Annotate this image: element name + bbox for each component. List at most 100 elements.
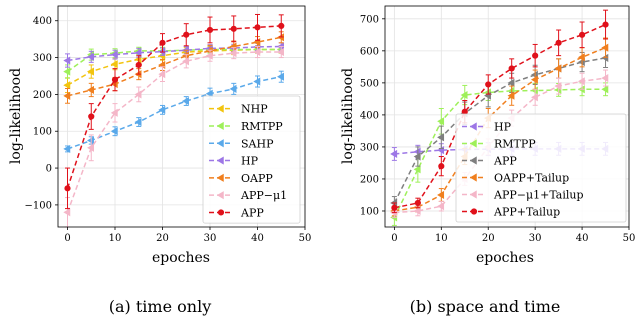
data-point	[253, 77, 261, 86]
data-point	[63, 67, 71, 76]
data-point	[485, 81, 492, 88]
legend-marker	[216, 156, 224, 165]
data-point	[437, 117, 445, 126]
y-tick-label: 200	[360, 174, 379, 185]
chart-caption: (a) time only	[109, 297, 211, 316]
chart-panel-2: 0 10 20 30 40 50 100 200 300 400 500 600 700 log-like…	[340, 5, 635, 316]
data-point	[183, 31, 190, 38]
series-line	[66, 25, 282, 189]
data-point	[135, 61, 142, 69]
legend-marker	[469, 156, 477, 165]
legend-item-sahp: SAHP	[209, 137, 274, 150]
legend-item-rmtpp: RMTPP	[209, 120, 283, 133]
data-point	[507, 91, 515, 100]
data-point	[63, 144, 71, 153]
series-app	[64, 13, 285, 210]
legend-label: APP	[493, 155, 517, 168]
data-point	[555, 39, 562, 46]
data-point	[87, 67, 94, 76]
series-app-1	[63, 46, 284, 228]
data-point	[134, 117, 142, 127]
data-point	[64, 185, 71, 192]
y-tick-label: −100	[25, 200, 52, 211]
legend-label: APP−μ1	[240, 189, 287, 202]
data-point	[63, 81, 71, 90]
x-tick-label: 40	[251, 233, 264, 244]
y-tick-label: 400	[33, 16, 52, 27]
data-point	[413, 206, 421, 216]
data-point	[206, 26, 214, 34]
data-point	[110, 50, 118, 59]
legend-marker	[216, 173, 224, 182]
series-line	[67, 48, 282, 86]
data-point	[414, 199, 421, 207]
data-point	[110, 108, 118, 117]
data-point	[413, 165, 421, 174]
data-point	[437, 190, 445, 200]
data-point	[134, 90, 142, 99]
data-point	[111, 76, 119, 83]
data-point	[277, 47, 284, 57]
legend-item-app-tailup: APP+Tailup	[462, 206, 560, 219]
data-point	[205, 51, 213, 60]
data-point	[601, 73, 609, 83]
data-point	[159, 39, 166, 46]
data-point	[602, 21, 609, 28]
y-axis-label: log-likelihood	[340, 68, 356, 164]
data-point	[158, 105, 166, 114]
legend-item-app: APP	[209, 206, 264, 219]
series-app-tailup	[391, 9, 609, 214]
series-line	[66, 51, 282, 213]
legend-marker	[216, 191, 224, 200]
data-point	[229, 49, 237, 58]
data-point	[230, 25, 237, 32]
y-tick-label: 300	[360, 142, 379, 153]
x-tick-label: 0	[391, 233, 397, 244]
data-point	[253, 47, 261, 57]
legend-box	[202, 95, 301, 224]
plot-frame	[384, 5, 630, 228]
data-point	[578, 31, 586, 38]
series-line	[394, 77, 606, 214]
y-axis-label: log-likelihood	[8, 68, 24, 164]
x-tick-label: 10	[435, 233, 448, 244]
y-tick-label: 600	[360, 46, 379, 57]
legend-item-nhp: NHP	[209, 103, 268, 116]
data-point	[182, 57, 189, 66]
legend-marker	[470, 208, 478, 215]
series-line	[393, 88, 606, 218]
data-point	[437, 133, 445, 142]
legend-item-hp: HP	[209, 155, 259, 168]
legend-label: OAPP	[241, 172, 273, 185]
y-tick-label: 300	[33, 53, 52, 64]
data-point	[508, 65, 515, 72]
data-point	[205, 89, 213, 98]
legend-label: RMTPP	[241, 120, 283, 133]
legend-label: APP	[240, 206, 264, 219]
x-tick-label: 0	[64, 233, 70, 244]
series-line	[67, 36, 282, 97]
x-tick-label: 40	[576, 233, 589, 244]
legend-label: NHP	[241, 103, 268, 116]
x-tick-label: 30	[204, 233, 217, 244]
legend-marker	[469, 122, 477, 131]
data-point	[254, 24, 261, 31]
data-point	[554, 64, 562, 73]
legend-label: APP−μ1+Tailup	[493, 189, 584, 202]
legend-box	[455, 113, 627, 223]
legend-marker	[216, 104, 224, 113]
legend-marker	[216, 139, 224, 148]
y-tick-label: 0	[46, 164, 52, 175]
data-point	[577, 53, 585, 62]
data-point	[601, 43, 609, 52]
data-point	[601, 85, 609, 94]
legend-label: HP	[241, 155, 259, 168]
x-axis-label: epoches	[476, 250, 534, 266]
data-point	[278, 22, 285, 29]
legend-label: RMTPP	[494, 138, 536, 151]
data-point	[182, 96, 189, 106]
series-line	[67, 75, 282, 150]
data-point	[63, 56, 71, 65]
legend-item-rmtpp: RMTPP	[462, 138, 536, 151]
